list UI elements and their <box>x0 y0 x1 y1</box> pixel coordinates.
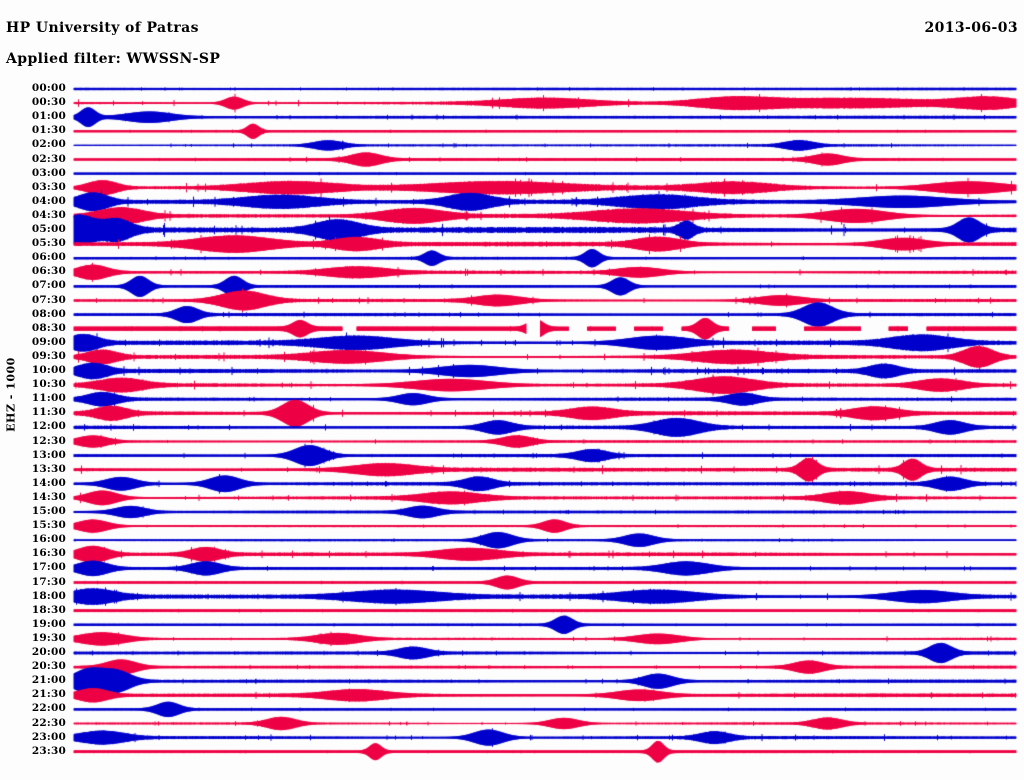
time-label: 02:30 <box>31 152 66 165</box>
time-label: 05:30 <box>31 237 66 250</box>
time-label: 20:00 <box>31 646 66 658</box>
time-label: 11:30 <box>31 406 66 419</box>
time-label: 15:00 <box>31 505 66 517</box>
time-label: 01:00 <box>31 110 66 123</box>
time-label: 06:00 <box>31 251 66 264</box>
time-label: 11:00 <box>31 392 66 405</box>
time-label: 22:00 <box>31 702 66 715</box>
time-label: 04:00 <box>31 194 66 207</box>
time-label: 04:30 <box>31 208 66 221</box>
time-label: 08:00 <box>31 307 66 320</box>
time-label: 18:30 <box>31 603 66 616</box>
time-label: 02:00 <box>31 138 66 151</box>
time-label: 08:30 <box>31 321 66 334</box>
time-label: 19:00 <box>31 617 66 630</box>
time-label: 16:30 <box>31 547 66 560</box>
time-label: 19:30 <box>31 631 66 644</box>
time-label: 09:30 <box>31 349 66 362</box>
time-label: 15:30 <box>31 519 66 532</box>
time-label: 21:30 <box>31 688 66 701</box>
time-label: 12:00 <box>31 420 66 433</box>
time-label: 18:00 <box>31 589 66 602</box>
time-label: 17:30 <box>31 575 66 588</box>
time-axis: 00:00 00:30 01:00 01:30 02:00 02:30 03:00 03:30… <box>0 0 72 780</box>
time-label: 17:00 <box>31 561 66 574</box>
time-label: 10:00 <box>31 364 66 376</box>
time-label: 22:30 <box>31 716 66 729</box>
time-label: 06:30 <box>31 265 66 278</box>
time-label: 13:00 <box>31 448 66 461</box>
time-label: 14:00 <box>31 476 66 489</box>
time-label: 23:00 <box>31 730 66 743</box>
time-label: 16:00 <box>31 533 66 546</box>
time-label: 00:30 <box>31 96 66 109</box>
time-label: 23:30 <box>31 744 66 757</box>
time-label: 21:00 <box>31 674 66 687</box>
time-label: 13:30 <box>31 462 66 475</box>
time-label: 00:00 <box>31 82 66 94</box>
time-label: 14:30 <box>31 490 66 503</box>
time-label: 05:00 <box>31 223 66 235</box>
time-label: 09:00 <box>31 335 66 348</box>
time-label: 03:30 <box>31 180 66 193</box>
time-label: 20:30 <box>31 660 66 673</box>
time-label: 07:30 <box>31 293 66 306</box>
time-label: 03:00 <box>31 166 66 179</box>
time-label: 01:30 <box>31 124 66 137</box>
time-label: 12:30 <box>31 434 66 447</box>
time-label: 07:00 <box>31 279 66 292</box>
time-label: 10:30 <box>31 378 66 391</box>
